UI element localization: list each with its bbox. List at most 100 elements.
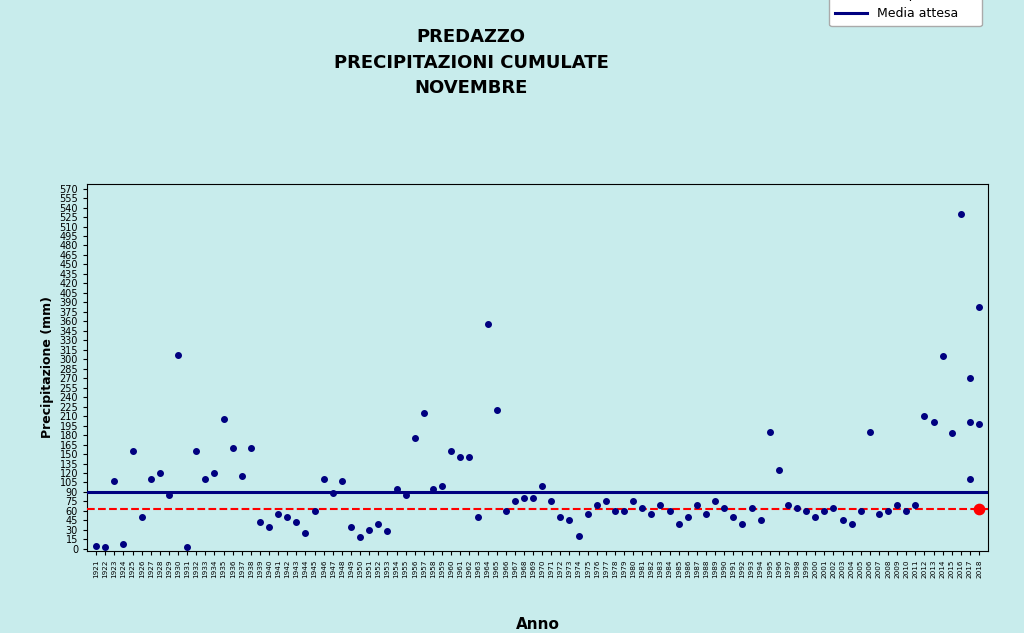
Point (870, 509, 887, 519)
Point (716, 503, 732, 513)
Point (388, 484, 404, 494)
Point (516, 493, 532, 503)
Point (825, 503, 842, 513)
Point (671, 518, 687, 529)
Point (425, 484, 441, 494)
Point (835, 515, 851, 525)
Point (689, 499, 706, 510)
Point (443, 446, 460, 456)
Point (962, 373, 978, 383)
Point (461, 452, 477, 462)
Point (962, 474, 978, 484)
Point (625, 496, 641, 506)
Point (261, 522, 278, 532)
Point (853, 506, 869, 516)
Point (133, 512, 150, 522)
Point (106, 475, 123, 486)
Point (598, 496, 614, 506)
Point (962, 417, 978, 427)
Point (889, 499, 905, 510)
Point (343, 522, 359, 532)
Point (315, 474, 332, 484)
Point (880, 506, 896, 516)
Point (798, 506, 814, 516)
Point (943, 428, 959, 438)
Text: PREDAZZO: PREDAZZO (417, 28, 525, 46)
Point (434, 480, 451, 491)
Text: NOVEMBRE: NOVEMBRE (415, 79, 527, 97)
Point (844, 518, 860, 529)
Point (370, 518, 386, 529)
Point (634, 503, 650, 513)
Point (452, 452, 468, 462)
Point (416, 408, 432, 418)
Point (652, 499, 669, 510)
Point (725, 512, 741, 522)
Point (525, 493, 542, 503)
Point (680, 512, 696, 522)
Point (215, 414, 231, 424)
Point (971, 504, 987, 514)
Point (916, 411, 933, 421)
Point (743, 503, 760, 513)
Point (325, 488, 341, 498)
Point (971, 419, 987, 429)
Point (861, 427, 878, 437)
Point (788, 503, 805, 513)
Point (779, 499, 796, 510)
Point (297, 528, 313, 538)
Point (470, 512, 486, 522)
Point (97, 542, 114, 552)
Point (898, 506, 914, 516)
Point (498, 506, 514, 516)
Point (935, 351, 951, 361)
Point (188, 446, 205, 456)
Point (580, 509, 596, 519)
Point (615, 506, 632, 516)
Point (543, 496, 559, 506)
Point (270, 509, 287, 519)
Point (807, 512, 823, 522)
Y-axis label: Precipitazione (mm): Precipitazione (mm) (41, 296, 53, 438)
Point (206, 468, 222, 478)
Point (488, 404, 505, 415)
Point (771, 465, 787, 475)
Point (707, 496, 723, 506)
Point (589, 499, 605, 510)
Point (116, 539, 132, 549)
Point (179, 542, 196, 552)
Point (926, 417, 942, 427)
Point (534, 480, 550, 491)
Point (334, 475, 350, 486)
Point (152, 468, 168, 478)
Point (288, 517, 304, 527)
Point (561, 515, 578, 525)
Point (570, 531, 587, 541)
Point (816, 506, 833, 516)
Point (907, 499, 924, 510)
Point (552, 512, 568, 522)
Point (952, 209, 969, 219)
Point (252, 517, 268, 527)
Point (507, 496, 523, 506)
Point (233, 471, 250, 481)
Point (224, 442, 241, 453)
Point (479, 320, 496, 330)
Point (697, 509, 714, 519)
X-axis label: Anno: Anno (516, 617, 559, 632)
Point (397, 490, 414, 500)
Point (124, 446, 140, 456)
Point (161, 490, 177, 500)
Point (306, 506, 323, 516)
Point (198, 474, 214, 484)
Point (407, 433, 423, 443)
Point (643, 509, 659, 519)
Point (734, 518, 751, 529)
Point (971, 302, 987, 312)
Point (243, 442, 259, 453)
Point (142, 474, 159, 484)
Legend: ·2018, Anni precedenti, Media attesa: ·2018, Anni precedenti, Media attesa (829, 0, 982, 26)
Point (352, 532, 369, 542)
Point (762, 427, 778, 437)
Point (280, 512, 296, 522)
